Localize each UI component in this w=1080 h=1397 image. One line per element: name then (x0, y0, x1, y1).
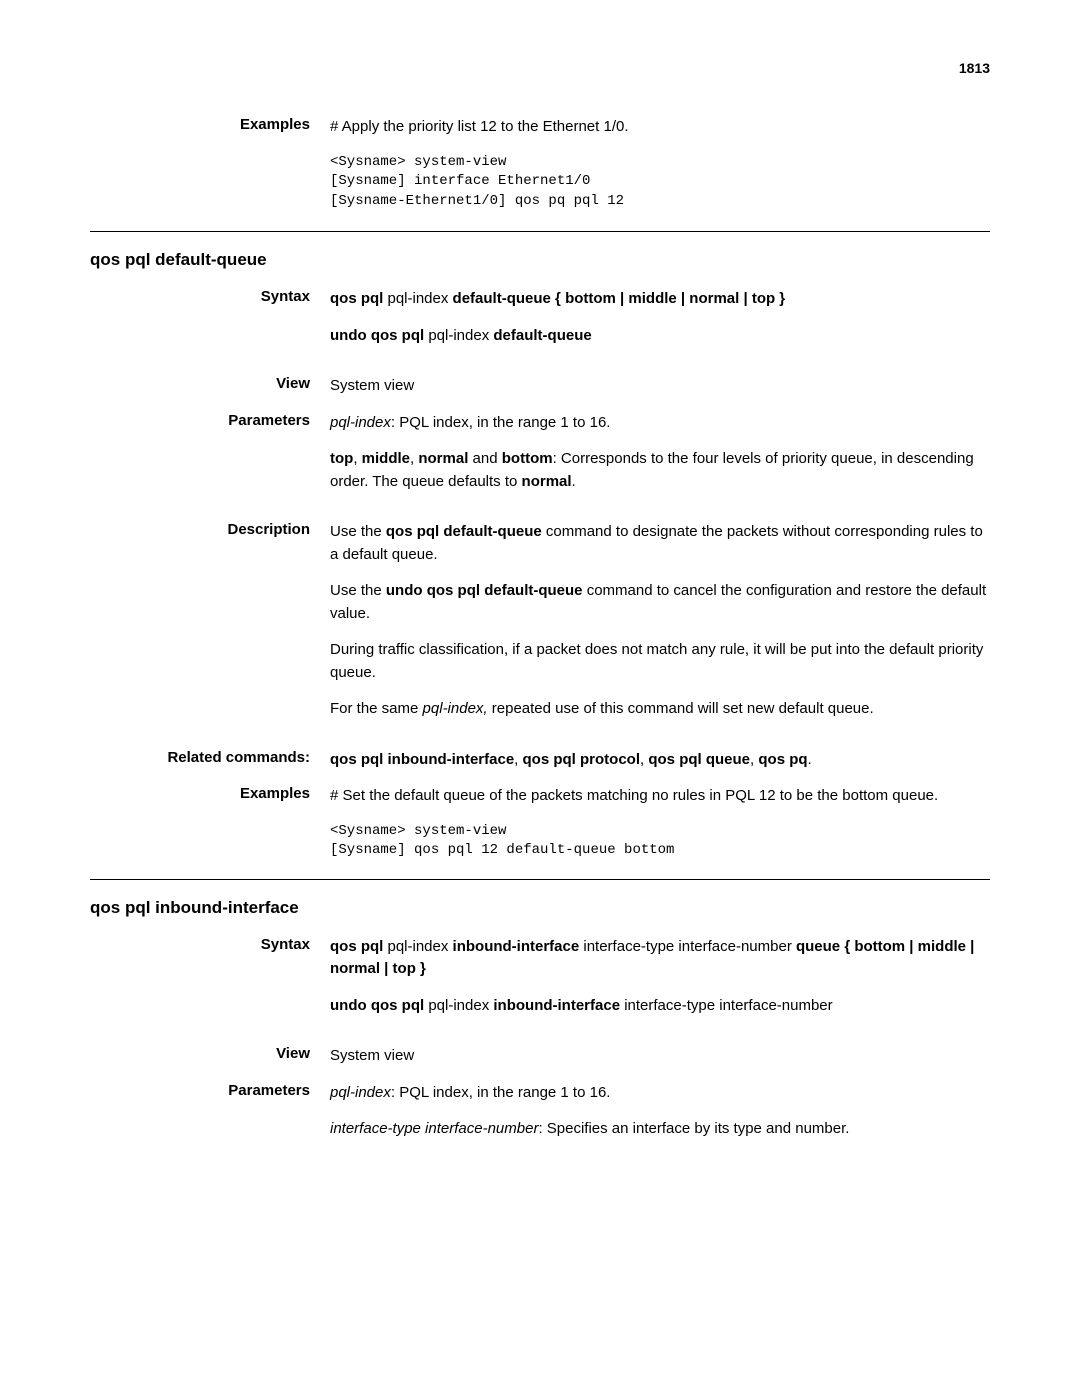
description-label: Description (90, 521, 330, 735)
desc-text: For the same (330, 700, 423, 717)
param-name: bottom (502, 450, 553, 467)
syntax-text: queue (792, 938, 840, 955)
syntax-text: { bottom | middle | normal | top } (551, 290, 785, 307)
description-para: For the same pql-index, repeated use of … (330, 698, 990, 721)
view-text: System view (330, 1045, 990, 1068)
view-text: System view (330, 375, 990, 398)
syntax-text: undo qos pql (330, 327, 428, 344)
param-desc: : PQL index, in the range 1 to 16. (391, 414, 611, 431)
syntax-text: undo qos pql (330, 997, 428, 1014)
divider (90, 231, 990, 232)
syntax-line-2: undo qos pql pql-index inbound-interface… (330, 995, 990, 1018)
related-cmd: qos pql inbound-interface (330, 751, 514, 768)
page-number: 1813 (90, 60, 990, 76)
syntax-label: Syntax (90, 288, 330, 361)
related-commands: qos pql inbound-interface, qos pql proto… (330, 749, 990, 772)
syntax-param: interface-type interface-number (583, 938, 791, 955)
syntax-param: pql-index (388, 290, 449, 307)
syntax-line-1: qos pql pql-index default-queue { bottom… (330, 288, 990, 311)
syntax-line-2: undo qos pql pql-index default-queue (330, 325, 990, 348)
section-heading: qos pql inbound-interface (90, 898, 990, 918)
syntax-text: default-queue (448, 290, 551, 307)
view-label: View (90, 375, 330, 398)
param-name: normal (522, 473, 572, 490)
related-cmd: qos pq (758, 751, 807, 768)
syntax-line-1: qos pql pql-index inbound-interface inte… (330, 936, 990, 981)
param-name: interface-type interface-number (330, 1120, 538, 1137)
parameter-item: top, middle, normal and bottom: Correspo… (330, 448, 990, 493)
examples-label: Examples (90, 785, 330, 861)
param-name: pql-index (330, 1084, 391, 1101)
examples-code: <Sysname> system-view [Sysname] qos pql … (330, 822, 990, 861)
param-desc: : PQL index, in the range 1 to 16. (391, 1084, 611, 1101)
param-name: top (330, 450, 353, 467)
examples-label: Examples (90, 116, 330, 211)
syntax-param: interface-type interface-number (624, 997, 832, 1014)
syntax-text: inbound-interface (448, 938, 583, 955)
description-para: Use the undo qos pql default-queue comma… (330, 580, 990, 625)
syntax-param: pql-index (428, 997, 489, 1014)
param-name: normal (418, 450, 468, 467)
desc-cmd: qos pql default-queue (386, 523, 542, 540)
related-cmd: qos pql protocol (523, 751, 641, 768)
syntax-text: default-queue (489, 327, 592, 344)
param-desc: : Specifies an interface by its type and… (538, 1120, 849, 1137)
param-text: , (353, 450, 361, 467)
related-commands-label: Related commands: (90, 749, 330, 772)
syntax-text: qos pql (330, 290, 388, 307)
syntax-label: Syntax (90, 936, 330, 1032)
section-heading: qos pql default-queue (90, 250, 990, 270)
param-name: middle (362, 450, 410, 467)
syntax-param: pql-index (428, 327, 489, 344)
desc-text: Use the (330, 523, 386, 540)
related-cmd: qos pql queue (648, 751, 750, 768)
parameters-label: Parameters (90, 412, 330, 508)
param-text: . (572, 473, 576, 490)
param-name: pql-index (330, 414, 391, 431)
description-para: Use the qos pql default-queue command to… (330, 521, 990, 566)
parameter-item: interface-type interface-number: Specifi… (330, 1118, 990, 1141)
syntax-text: qos pql (330, 938, 388, 955)
syntax-text: inbound-interface (489, 997, 624, 1014)
sep: , (514, 751, 522, 768)
sep: . (808, 751, 812, 768)
desc-text: Use the (330, 582, 386, 599)
parameter-item: pql-index: PQL index, in the range 1 to … (330, 412, 990, 435)
desc-cmd: undo qos pql default-queue (386, 582, 583, 599)
examples-text: # Apply the priority list 12 to the Ethe… (330, 116, 990, 139)
syntax-param: pql-index (388, 938, 449, 955)
examples-text: # Set the default queue of the packets m… (330, 785, 990, 808)
param-text: and (468, 450, 501, 467)
desc-text: repeated use of this command will set ne… (488, 700, 874, 717)
parameters-label: Parameters (90, 1082, 330, 1155)
desc-param: pql-index, (423, 700, 488, 717)
examples-code: <Sysname> system-view [Sysname] interfac… (330, 153, 990, 212)
description-para: During traffic classification, if a pack… (330, 639, 990, 684)
view-label: View (90, 1045, 330, 1068)
parameter-item: pql-index: PQL index, in the range 1 to … (330, 1082, 990, 1105)
divider (90, 879, 990, 880)
